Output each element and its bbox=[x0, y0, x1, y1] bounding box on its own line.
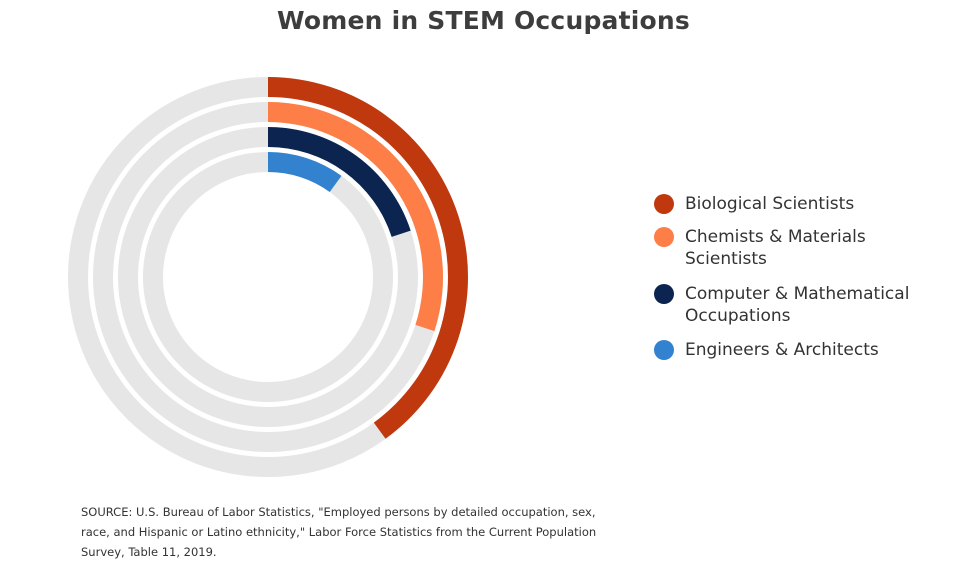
legend-label: Chemists & Materials Scientists bbox=[685, 227, 866, 269]
ring-track-engineers-architects bbox=[143, 152, 393, 402]
ring-bar-chemists-materials-scientists[interactable] bbox=[268, 102, 443, 332]
radial-bar-chart bbox=[68, 77, 468, 477]
legend-label: Biological Scientists bbox=[685, 194, 855, 214]
ring-bar-engineers-architects[interactable] bbox=[268, 152, 342, 193]
ring-bars bbox=[268, 77, 468, 439]
legend-swatch bbox=[654, 194, 674, 214]
source-note: SOURCE: U.S. Bureau of Labor Statistics,… bbox=[81, 505, 597, 559]
legend-swatch bbox=[654, 340, 674, 360]
legend-item-biological-scientists[interactable]: Biological Scientists bbox=[654, 193, 935, 215]
legend-swatch bbox=[654, 227, 674, 247]
legend-item-engineers-architects[interactable]: Engineers & Architects bbox=[654, 339, 935, 361]
ring-bar-computer-mathematical-occupations[interactable] bbox=[268, 127, 411, 237]
legend-label: Engineers & Architects bbox=[685, 340, 879, 360]
legend-swatch bbox=[654, 284, 674, 304]
ring-bar-biological-scientists[interactable] bbox=[268, 77, 468, 439]
legend-label: Computer & Mathematical Occupations bbox=[685, 284, 910, 326]
legend-item-computer-mathematical[interactable]: Computer & Mathematical Occupations bbox=[654, 283, 935, 327]
legend-item-chemists-materials-scientists[interactable]: Chemists & Materials Scientists bbox=[654, 226, 935, 270]
chart-title: Women in STEM Occupations bbox=[277, 6, 690, 35]
